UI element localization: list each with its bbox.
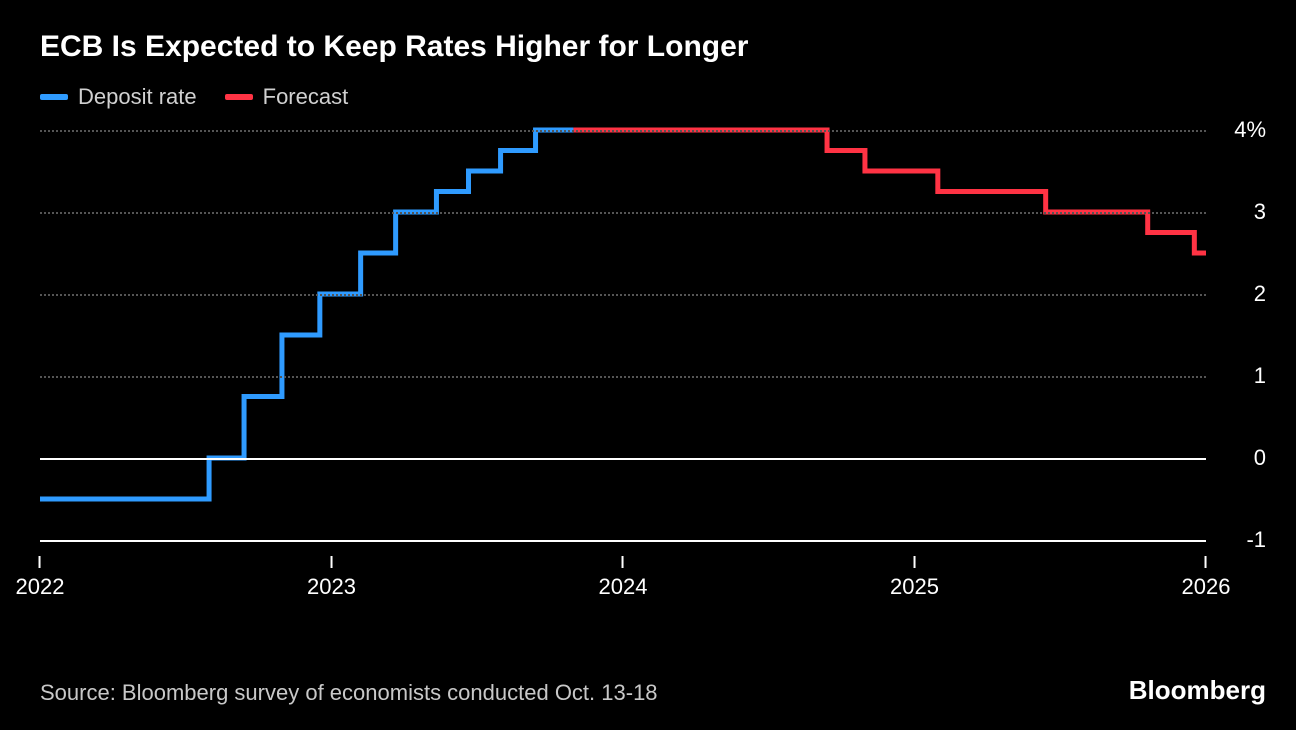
x-tick-mark xyxy=(913,556,915,568)
footer: Source: Bloomberg survey of economists c… xyxy=(40,675,1266,706)
x-tick-label: 2023 xyxy=(307,574,356,600)
x-tick: 2022 xyxy=(16,556,65,600)
legend: Deposit rate Forecast xyxy=(40,84,1266,110)
chart-lines xyxy=(40,130,1206,540)
gridline-zero xyxy=(40,458,1206,460)
x-tick: 2023 xyxy=(307,556,356,600)
legend-label-deposit: Deposit rate xyxy=(78,84,197,110)
chart: 4%3210-1 20222023202420252026 xyxy=(40,130,1266,600)
chart-title: ECB Is Expected to Keep Rates Higher for… xyxy=(40,30,1266,64)
x-tick-label: 2025 xyxy=(890,574,939,600)
x-tick: 2024 xyxy=(599,556,648,600)
y-tick-label: 1 xyxy=(1246,363,1266,389)
gridline xyxy=(40,130,1206,132)
legend-label-forecast: Forecast xyxy=(263,84,349,110)
x-tick-label: 2026 xyxy=(1182,574,1231,600)
y-tick-label: -1 xyxy=(1238,527,1266,553)
x-tick-mark xyxy=(622,556,624,568)
x-tick-mark xyxy=(1205,556,1207,568)
gridline xyxy=(40,376,1206,378)
y-axis-labels: 4%3210-1 xyxy=(1211,130,1266,540)
series-deposit xyxy=(40,130,573,499)
x-tick-label: 2022 xyxy=(16,574,65,600)
brand-logo: Bloomberg xyxy=(1129,675,1266,706)
legend-item-forecast: Forecast xyxy=(225,84,349,110)
x-axis-labels: 20222023202420252026 xyxy=(40,545,1206,600)
plot-area xyxy=(40,130,1206,540)
series-forecast xyxy=(573,130,1206,253)
x-tick-label: 2024 xyxy=(599,574,648,600)
gridline xyxy=(40,294,1206,296)
x-tick: 2026 xyxy=(1182,556,1231,600)
y-tick-label: 4% xyxy=(1226,117,1266,143)
x-tick: 2025 xyxy=(890,556,939,600)
x-tick-mark xyxy=(330,556,332,568)
gridline xyxy=(40,212,1206,214)
y-tick-label: 2 xyxy=(1246,281,1266,307)
y-tick-label: 3 xyxy=(1246,199,1266,225)
gridline xyxy=(40,540,1206,542)
legend-swatch-deposit xyxy=(40,94,68,100)
legend-item-deposit: Deposit rate xyxy=(40,84,197,110)
x-tick-mark xyxy=(39,556,41,568)
legend-swatch-forecast xyxy=(225,94,253,100)
source-text: Source: Bloomberg survey of economists c… xyxy=(40,680,658,706)
y-tick-label: 0 xyxy=(1246,445,1266,471)
